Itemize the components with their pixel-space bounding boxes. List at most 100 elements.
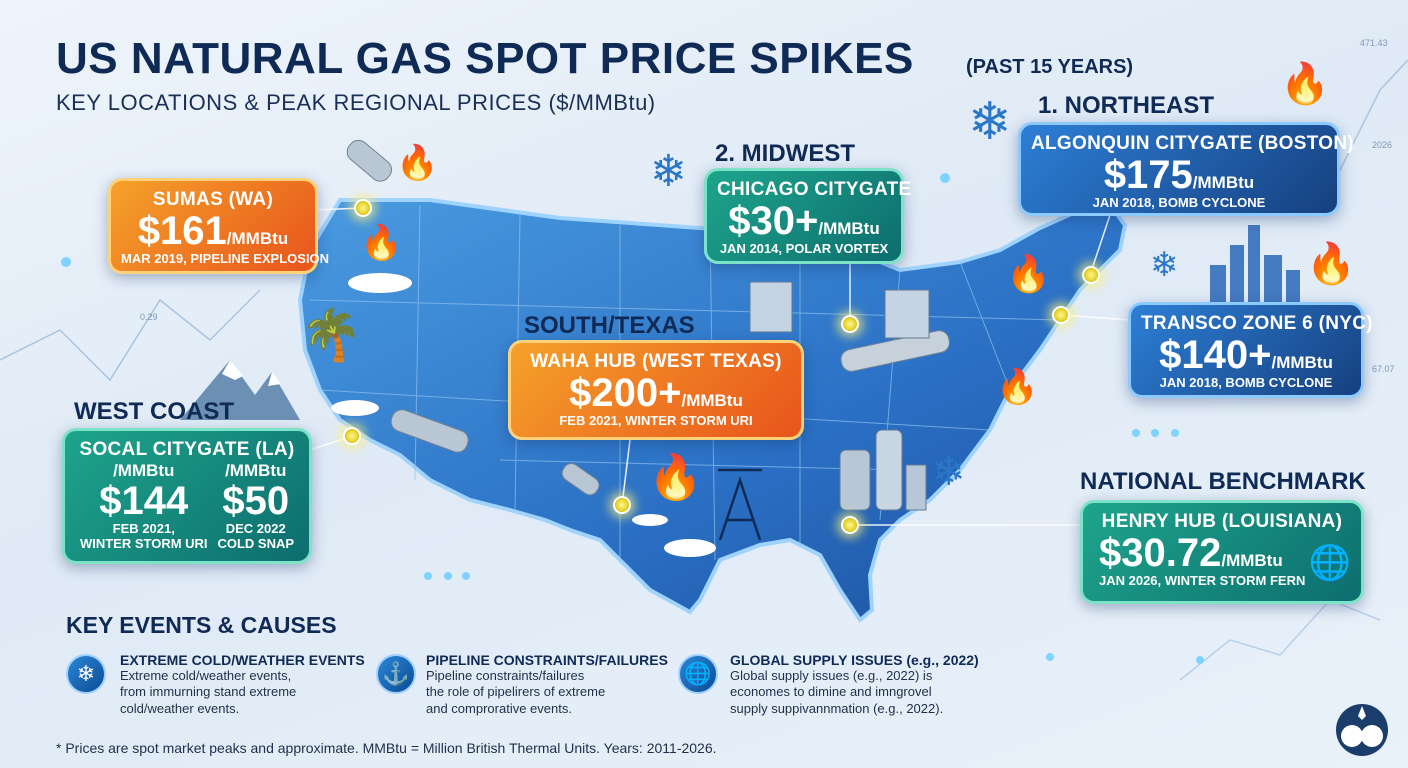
- pipeline-segments: [346, 139, 950, 496]
- snowflake-icon-nyc: ❄: [1150, 246, 1179, 284]
- card-sumas: SUMAS (WA) $161/MMBtu MAR 2019, PIPELINE…: [108, 178, 330, 274]
- card-socal-col-left: /MMBtu $144 FEB 2021, WINTER STORM URI: [80, 461, 208, 551]
- marker-waha[interactable]: [613, 496, 631, 514]
- globe-icon-events: 🌐: [678, 654, 718, 694]
- pipeline-icon: ⚓: [376, 654, 416, 694]
- card-transco-location: TRANSCO ZONE 6 (NYC): [1141, 313, 1373, 334]
- events-title: KEY EVENTS & CAUSES: [66, 612, 337, 638]
- marker-transco[interactable]: [1052, 306, 1070, 324]
- card-socal-location: SOCAL CITYGATE (LA): [79, 439, 295, 460]
- region-label-west: WEST COAST: [74, 398, 234, 425]
- card-socal-price-right: $50: [222, 479, 290, 523]
- card-socal-col-right: /MMBtu $50 DEC 2022 COLD SNAP: [217, 461, 294, 551]
- palm-tree-icon: 🌴: [300, 307, 363, 363]
- event-item-pipeline: ⚓ PIPELINE CONSTRAINTS/FAILURES Pipeline…: [376, 652, 676, 717]
- card-socal-price-left: $144: [99, 479, 189, 523]
- bg-trend-line-bottom: [1179, 599, 1381, 681]
- card-transco-event: JAN 2018, BOMB CYCLONE: [1159, 375, 1333, 390]
- snowflake-icon-northeast: ❄: [968, 93, 1012, 151]
- fire-icon-wa: 🔥: [360, 224, 403, 262]
- snowflake-icon: ❄: [66, 654, 106, 694]
- gas-flame-icon: 🔥: [1006, 253, 1051, 294]
- card-transco: TRANSCO ZONE 6 (NYC) $140+/MMBtu JAN 201…: [1128, 302, 1373, 398]
- event-text-global-2: economes to dimine and imngrovel: [730, 684, 932, 700]
- card-socal-unit-right: /MMBtu: [225, 461, 287, 480]
- card-transco-price: $140+: [1159, 333, 1272, 377]
- mountains-illustration: [180, 360, 300, 420]
- marker-socal[interactable]: [343, 427, 361, 445]
- event-text-pipeline-2: the role of pipelirers of extreme: [426, 684, 606, 700]
- card-socal: SOCAL CITYGATE (LA) /MMBtu $144 FEB 2021…: [62, 428, 312, 564]
- card-sumas-location: SUMAS (WA): [152, 189, 274, 210]
- card-algonquin-unit: /MMBtu: [1192, 173, 1255, 192]
- snow-mounds: [331, 273, 716, 557]
- event-title-pipeline: PIPELINE CONSTRAINTS/FAILURES: [426, 652, 668, 668]
- region-label-midwest: 2. MIDWEST: [715, 140, 856, 167]
- region-label-northeast: 1. NORTHEAST: [1038, 92, 1215, 119]
- brand-logo: [1336, 704, 1388, 756]
- card-chicago-location: CHICAGO CITYGATE: [717, 179, 912, 200]
- marker-algonquin[interactable]: [1082, 266, 1100, 284]
- decor-tick-top: 471.43: [1360, 38, 1388, 48]
- card-chicago-price: $30+: [728, 199, 819, 243]
- refinery-illustration: [839, 429, 927, 511]
- card-socal-event-right-2: COLD SNAP: [217, 536, 295, 551]
- card-algonquin: ALGONQUIN CITYGATE (BOSTON) $175/MMBtu J…: [1018, 122, 1355, 216]
- card-henry-price: $30.72: [1099, 531, 1222, 575]
- event-text-global-3: supply suppivannmation (e.g., 2022).: [730, 700, 944, 716]
- oil-derrick: [718, 468, 762, 541]
- page-title: US NATURAL GAS SPOT PRICE SPIKES: [56, 34, 914, 83]
- card-sumas-event: MAR 2019, PIPELINE EXPLOSION: [121, 251, 330, 266]
- bg-trend-line: [0, 289, 261, 382]
- card-chicago-event: JAN 2014, POLAR VORTEX: [719, 241, 889, 256]
- decor-tick-right2: 67.07: [1372, 364, 1395, 374]
- page-subtitle: KEY LOCATIONS & PEAK REGIONAL PRICES ($/…: [56, 90, 656, 115]
- event-item-cold: ❄ EXTREME COLD/WEATHER EVENTS Extreme co…: [66, 652, 376, 717]
- card-sumas-unit: /MMBtu: [226, 229, 289, 248]
- buildings-midwest: [749, 281, 930, 339]
- event-text-pipeline-3: and comprorative events.: [426, 700, 572, 716]
- event-text-global-1: Global supply issues (e.g., 2022) is: [730, 668, 933, 683]
- fire-icon-nyc: 🔥: [1306, 242, 1356, 286]
- fire-icon-east: 🔥: [996, 368, 1039, 406]
- decor-tick-left: 0.29: [140, 312, 158, 322]
- card-socal-unit-left: /MMBtu: [113, 461, 175, 480]
- card-algonquin-price: $175: [1103, 153, 1193, 197]
- card-socal-event-left-1: FEB 2021,: [112, 521, 175, 536]
- snowflake-icon-gulf: ❄: [932, 450, 966, 494]
- card-chicago: CHICAGO CITYGATE $30+/MMBtu JAN 2014, PO…: [704, 168, 912, 264]
- event-text-cold-1: Extreme cold/weather events,: [120, 668, 292, 683]
- snowflake-icon-midwest: ❄: [650, 147, 687, 196]
- region-label-national: NATIONAL BENCHMARK: [1080, 468, 1366, 495]
- marker-chicago[interactable]: [841, 315, 859, 333]
- card-transco-unit: /MMBtu: [1271, 353, 1333, 372]
- footnote: * Prices are spot market peaks and appro…: [56, 740, 717, 756]
- decor-dots: [61, 173, 1204, 664]
- marker-sumas[interactable]: [354, 199, 372, 217]
- card-waha: WAHA HUB (WEST TEXAS) $200+/MMBtu FEB 20…: [508, 340, 804, 440]
- card-algonquin-location: ALGONQUIN CITYGATE (BOSTON): [1031, 133, 1355, 154]
- card-sumas-price: $161: [137, 209, 227, 253]
- flame-icon-northeast: 🔥: [1280, 62, 1330, 106]
- event-title-cold: EXTREME COLD/WEATHER EVENTS: [120, 652, 365, 668]
- card-socal-event-right-1: DEC 2022: [225, 521, 286, 536]
- card-henry-unit: /MMBtu: [1221, 551, 1283, 570]
- page-title-suffix: (PAST 15 YEARS): [966, 56, 1134, 78]
- card-waha-price: $200+: [569, 371, 682, 415]
- region-label-south: SOUTH/TEXAS: [524, 312, 695, 339]
- fire-icon-sumas: 🔥: [396, 144, 439, 182]
- event-text-cold-3: cold/weather events.: [120, 700, 240, 716]
- card-socal-event-left-2: WINTER STORM URI: [79, 536, 208, 551]
- event-text-cold-2: from immurning stand extreme: [120, 684, 297, 700]
- card-henry-event: JAN 2026, WINTER STORM FERN: [1099, 573, 1306, 588]
- card-waha-location: WAHA HUB (WEST TEXAS): [530, 351, 782, 372]
- event-text-pipeline-1: Pipeline constraints/failures: [426, 668, 585, 683]
- fire-icon-texas: 🔥: [648, 453, 703, 502]
- globe-icon: 🌐: [1308, 544, 1351, 582]
- card-waha-unit: /MMBtu: [681, 391, 743, 410]
- card-waha-event: FEB 2021, WINTER STORM URI: [559, 413, 753, 428]
- event-item-global: 🌐 GLOBAL SUPPLY ISSUES (e.g., 2022) Glob…: [678, 652, 998, 717]
- marker-henry[interactable]: [841, 516, 859, 534]
- card-henry: HENRY HUB (LOUISIANA) $30.72/MMBtu JAN 2…: [1080, 500, 1364, 604]
- card-algonquin-event: JAN 2018, BOMB CYCLONE: [1092, 195, 1266, 210]
